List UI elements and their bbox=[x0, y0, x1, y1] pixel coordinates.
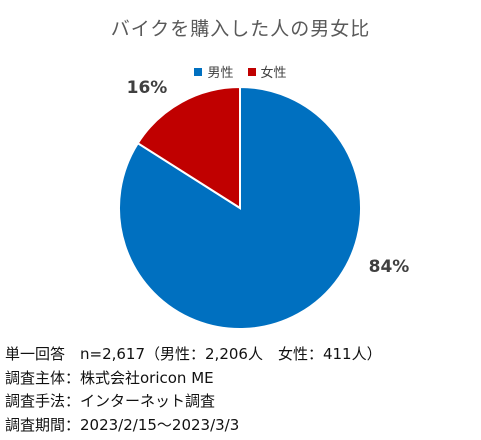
legend-item-female: 女性 bbox=[247, 62, 287, 81]
chart-legend: 男性 女性 bbox=[0, 62, 481, 81]
note-method: 調査手法：インターネット調査 bbox=[5, 392, 216, 410]
chart-title: バイクを購入した人の男女比 bbox=[110, 18, 371, 40]
legend-swatch-male bbox=[194, 67, 203, 76]
legend-swatch-female bbox=[247, 67, 256, 76]
slice-female bbox=[136, 85, 241, 210]
legend-label-male: 男性 bbox=[207, 66, 234, 81]
legend-label-female: 女性 bbox=[260, 66, 287, 81]
label-male-pct: 84% bbox=[369, 257, 410, 277]
note-organizer: 調査主体：株式会社oricon ME bbox=[5, 368, 214, 387]
label-female-pct: 16% bbox=[127, 78, 168, 98]
note-period: 調査期間：2023/2/15～2023/3/3 bbox=[5, 415, 240, 434]
legend-item-male: 男性 bbox=[194, 62, 234, 81]
note-sample: 単一回答 n=2,617（男性：2,206人 女性：411人） bbox=[5, 345, 382, 363]
pie-chart: 84% 16% bbox=[118, 78, 410, 330]
survey-notes: 単一回答 n=2,617（男性：2,206人 女性：411人） 調査主体：株式会… bbox=[5, 343, 382, 437]
